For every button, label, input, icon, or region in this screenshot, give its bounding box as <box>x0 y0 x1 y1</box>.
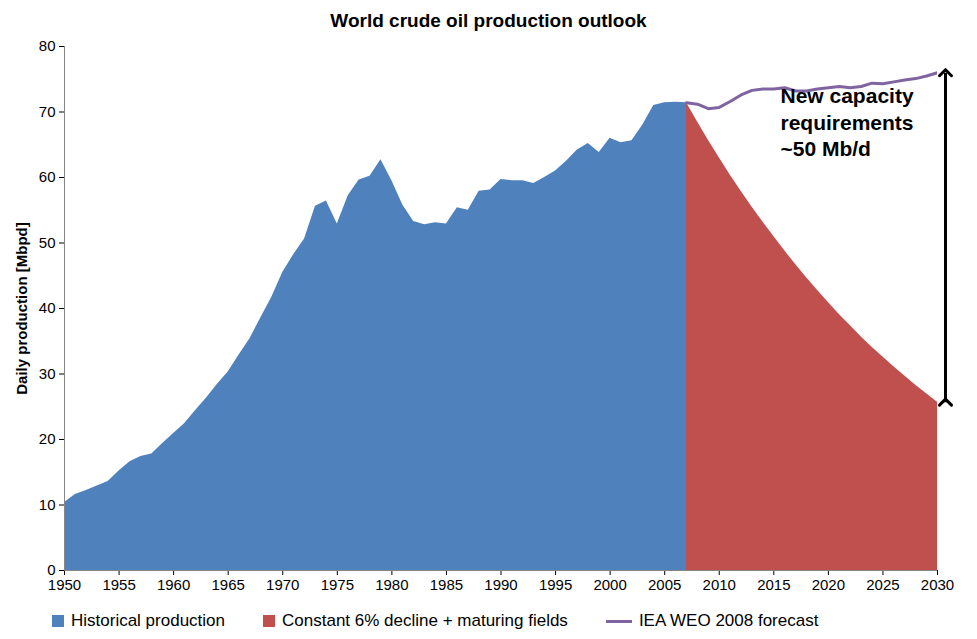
svg-text:2015: 2015 <box>757 576 790 593</box>
svg-text:70: 70 <box>39 103 56 120</box>
svg-text:1955: 1955 <box>102 576 135 593</box>
svg-text:1990: 1990 <box>484 576 517 593</box>
svg-text:2005: 2005 <box>648 576 681 593</box>
html-text:World crude oil production out: World crude oil production outlook <box>330 10 647 31</box>
svg-text:1965: 1965 <box>212 576 245 593</box>
html-text:IEA WEO 2008 forecast: IEA WEO 2008 forecast <box>638 611 819 630</box>
svg-text:10: 10 <box>39 496 56 513</box>
svg-text:1995: 1995 <box>539 576 572 593</box>
svg-text:0: 0 <box>47 561 56 579</box>
svg-text:30: 30 <box>39 365 56 382</box>
svg-text:40: 40 <box>39 299 56 316</box>
svg-text:New capacityrequirements~50 Mb: New capacityrequirements~50 Mb/d <box>781 84 914 159</box>
svg-text:50: 50 <box>39 234 56 251</box>
svg-text:1950: 1950 <box>48 576 81 593</box>
svg-text:80: 80 <box>39 37 56 54</box>
svg-text:1970: 1970 <box>266 576 299 593</box>
svg-text:1960: 1960 <box>157 576 190 593</box>
svg-text:1985: 1985 <box>430 576 463 593</box>
html-text:Historical production: Historical production <box>71 611 225 630</box>
svg-text:1975: 1975 <box>321 576 354 593</box>
svg-text:2030: 2030 <box>921 576 954 593</box>
svg-text:20: 20 <box>39 430 56 447</box>
svg-text:2000: 2000 <box>593 576 626 593</box>
svg-text:Daily production [Mbpd]: Daily production [Mbpd] <box>13 222 30 394</box>
svg-text:2020: 2020 <box>812 576 845 593</box>
svg-text:2025: 2025 <box>866 576 899 593</box>
html-text:Constant 6% decline + maturing: Constant 6% decline + maturing fields <box>282 611 568 630</box>
svg-text:1980: 1980 <box>375 576 408 593</box>
svg-text:60: 60 <box>39 168 56 185</box>
svg-text:2010: 2010 <box>703 576 736 593</box>
